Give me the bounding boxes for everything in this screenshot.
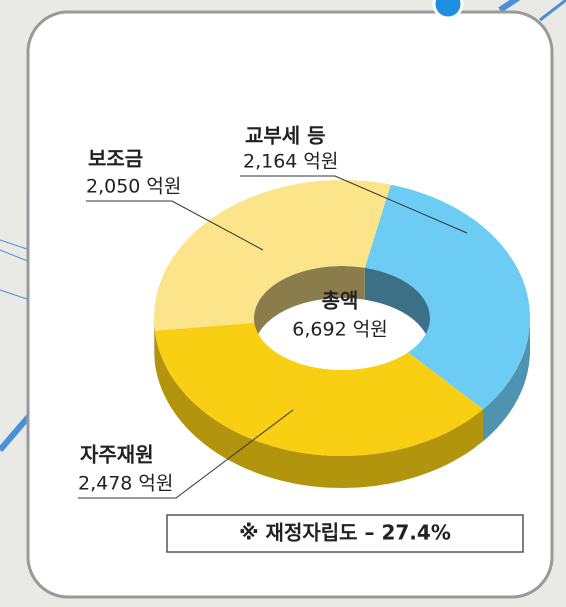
slice-outer-side <box>154 318 155 363</box>
slice-outer-side <box>154 330 484 488</box>
note: ※ 재정자립도 – 27.4% <box>239 521 451 545</box>
slice-inner-side <box>364 267 430 350</box>
category-label: 교부세 등 <box>245 124 326 148</box>
slice-outer-side <box>483 318 530 442</box>
value-label: 2,050 억원 <box>86 176 181 198</box>
value-label: 2,164 억원 <box>243 151 338 173</box>
slice <box>154 322 484 456</box>
donut <box>154 180 530 488</box>
note-box <box>166 514 524 553</box>
category-label: 보조금 <box>88 147 143 171</box>
slice <box>154 180 391 331</box>
dot <box>432 0 464 20</box>
center-value: 6,692 억원 <box>292 319 387 341</box>
slice <box>364 184 530 410</box>
slice-inner-side <box>254 266 365 350</box>
leaders <box>78 175 468 499</box>
category-label: 자주재원 <box>80 443 154 467</box>
center-title: 총액 <box>322 289 359 313</box>
value-label: 2,478 억원 <box>78 473 173 495</box>
